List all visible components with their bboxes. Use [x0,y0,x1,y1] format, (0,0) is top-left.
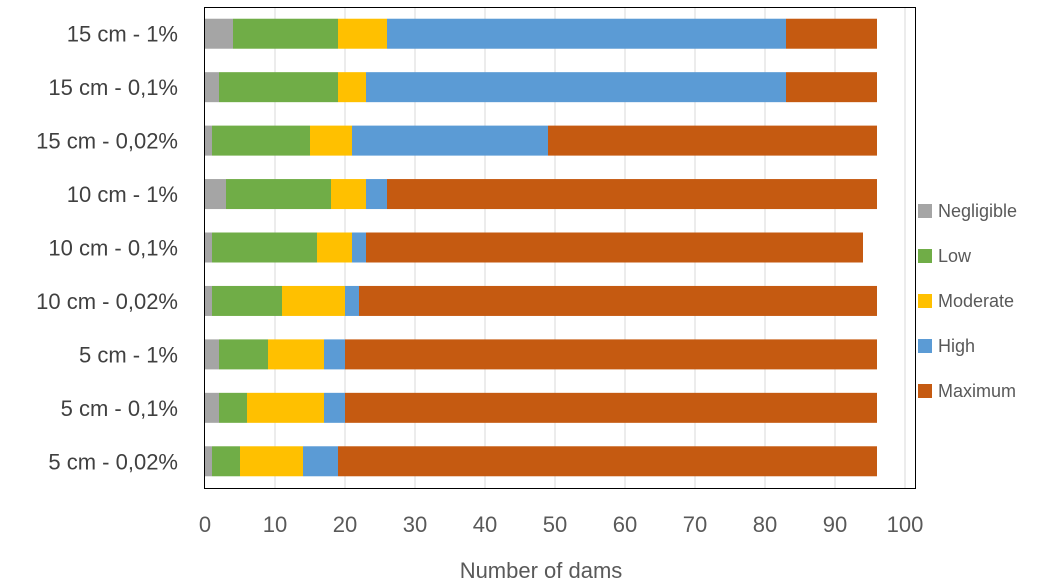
bar-segment-low [226,179,331,210]
bar-segment-high [366,72,786,103]
bar-segment-negligible [205,72,219,103]
legend-label: Negligible [938,201,1017,221]
bar-segment-moderate [338,18,387,49]
bar-segment-high [366,179,387,210]
legend-swatch-low [918,249,932,263]
bar-segment-moderate [282,285,345,316]
bar-segment-negligible [205,339,219,370]
bar-segment-moderate [247,392,324,423]
legend-swatch-high [918,339,932,353]
category-label: 15 cm - 0,1% [48,75,178,100]
bar-segment-high [352,125,548,156]
category-label: 5 cm - 0,02% [48,449,178,474]
bar-segment-negligible [205,18,233,49]
bar-segment-low [212,125,310,156]
bar-segment-high [345,285,359,316]
bar-segment-high [324,339,345,370]
category-label: 10 cm - 0,1% [48,236,178,261]
category-label: 5 cm - 0,1% [61,396,178,421]
bar-segment-moderate [310,125,352,156]
bar-segment-low [233,18,338,49]
x-tick-label: 100 [887,512,924,537]
legend-swatch-moderate [918,294,932,308]
bar-segment-maximum [786,72,877,103]
x-tick-label: 90 [823,512,847,537]
bar-segment-negligible [205,179,226,210]
legend-label: Moderate [938,291,1014,311]
x-tick-label: 60 [613,512,637,537]
x-tick-label: 10 [263,512,287,537]
bar-segment-low [219,72,338,103]
x-tick-labels: 0 10 20 30 40 50 60 70 80 90 100 [199,512,923,537]
x-tick-label: 30 [403,512,427,537]
bar-segment-negligible [205,446,212,477]
x-tick-label: 0 [199,512,211,537]
legend-label: Maximum [938,381,1016,401]
category-label: 5 cm - 1% [79,342,178,367]
category-label: 10 cm - 1% [67,182,178,207]
bar-segment-moderate [331,179,366,210]
x-tick-label: 70 [683,512,707,537]
bar-segment-maximum [387,179,877,210]
legend-label: Low [938,246,972,266]
bar-segment-negligible [205,285,212,316]
bar-segment-maximum [359,285,877,316]
legend: Negligible Low Moderate High Maximum [918,201,1017,401]
bar-segment-moderate [240,446,303,477]
bar-segment-high [303,446,338,477]
bar-segment-low [212,285,282,316]
bar-segment-low [212,232,317,263]
bar-segment-maximum [345,339,877,370]
bar-segment-low [212,446,240,477]
x-tick-label: 50 [543,512,567,537]
bar-segment-low [219,339,268,370]
x-axis-title: Number of dams [460,558,623,583]
x-tick-label: 80 [753,512,777,537]
category-labels: 15 cm - 1% 15 cm - 0,1% 15 cm - 0,02% 10 cm… [36,22,178,475]
plot-area-frame [204,7,916,489]
bar-segment-moderate [268,339,324,370]
legend-swatch-maximum [918,384,932,398]
category-label: 15 cm - 0,02% [36,129,178,154]
category-label: 15 cm - 1% [67,22,178,47]
legend-swatch-negligible [918,204,932,218]
bar-segment-maximum [548,125,877,156]
bar-segment-maximum [338,446,877,477]
bar-segment-maximum [786,18,877,49]
x-tick-label: 40 [473,512,497,537]
bar-segment-negligible [205,392,219,423]
bar-segment-high [387,18,786,49]
legend-label: High [938,336,975,356]
bar-segment-maximum [366,232,863,263]
x-tick-label: 20 [333,512,357,537]
bar-segment-maximum [345,392,877,423]
bar-segment-moderate [317,232,352,263]
bar-segment-negligible [205,232,212,263]
bar-segment-high [324,392,345,423]
bars [205,18,877,477]
category-label: 10 cm - 0,02% [36,289,178,314]
bar-segment-high [352,232,366,263]
bar-segment-moderate [338,72,366,103]
bar-segment-low [219,392,247,423]
bar-segment-negligible [205,125,212,156]
